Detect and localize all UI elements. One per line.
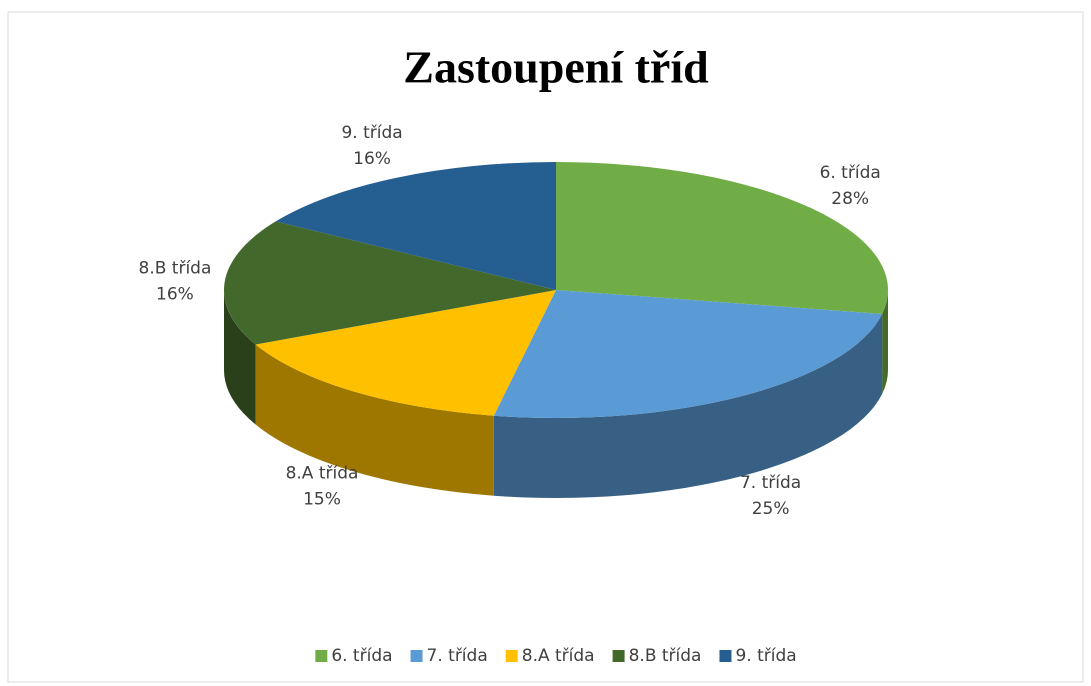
slice-side — [493, 313, 883, 498]
slice-side — [224, 290, 256, 425]
data-label: 8.A třída 15% — [286, 464, 359, 510]
legend-swatch — [410, 650, 423, 662]
data-label: 8.B třída 16% — [139, 259, 212, 305]
slice — [493, 290, 883, 418]
legend-swatch — [719, 650, 732, 662]
data-label-value: 16% — [156, 285, 194, 305]
legend-label: 7. třída — [427, 646, 488, 666]
slice — [255, 290, 556, 416]
data-label-value: 15% — [303, 490, 341, 510]
slice — [224, 221, 557, 345]
legend-swatch — [505, 650, 518, 662]
legend-label: 8.B třída — [629, 646, 702, 666]
data-label: 9. třída 16% — [341, 123, 402, 169]
data-label: 6. třída 28% — [820, 163, 881, 209]
legend-label: 8.A třída — [522, 646, 595, 666]
legend-swatch — [315, 650, 328, 662]
data-label-value: 16% — [353, 149, 391, 169]
slice-side — [255, 344, 494, 496]
data-label-category: 9. třída — [341, 123, 402, 143]
slice-side — [882, 290, 888, 394]
data-label-value: 25% — [752, 499, 790, 519]
legend-swatch — [612, 650, 625, 662]
data-label-category: 8.A třída — [286, 464, 359, 484]
data-label-category: 8.B třída — [139, 259, 212, 279]
slice — [275, 162, 556, 290]
legend-label: 9. třída — [735, 646, 796, 666]
data-label: 7. třída 25% — [740, 473, 801, 519]
legend-label: 6. třída — [331, 646, 392, 666]
data-label-category: 7. třída — [740, 473, 801, 493]
slice — [556, 162, 889, 314]
data-label-value: 28% — [831, 189, 869, 209]
data-label-category: 6. třída — [820, 163, 881, 183]
chart-title: Zastoupení tříd — [403, 42, 709, 93]
